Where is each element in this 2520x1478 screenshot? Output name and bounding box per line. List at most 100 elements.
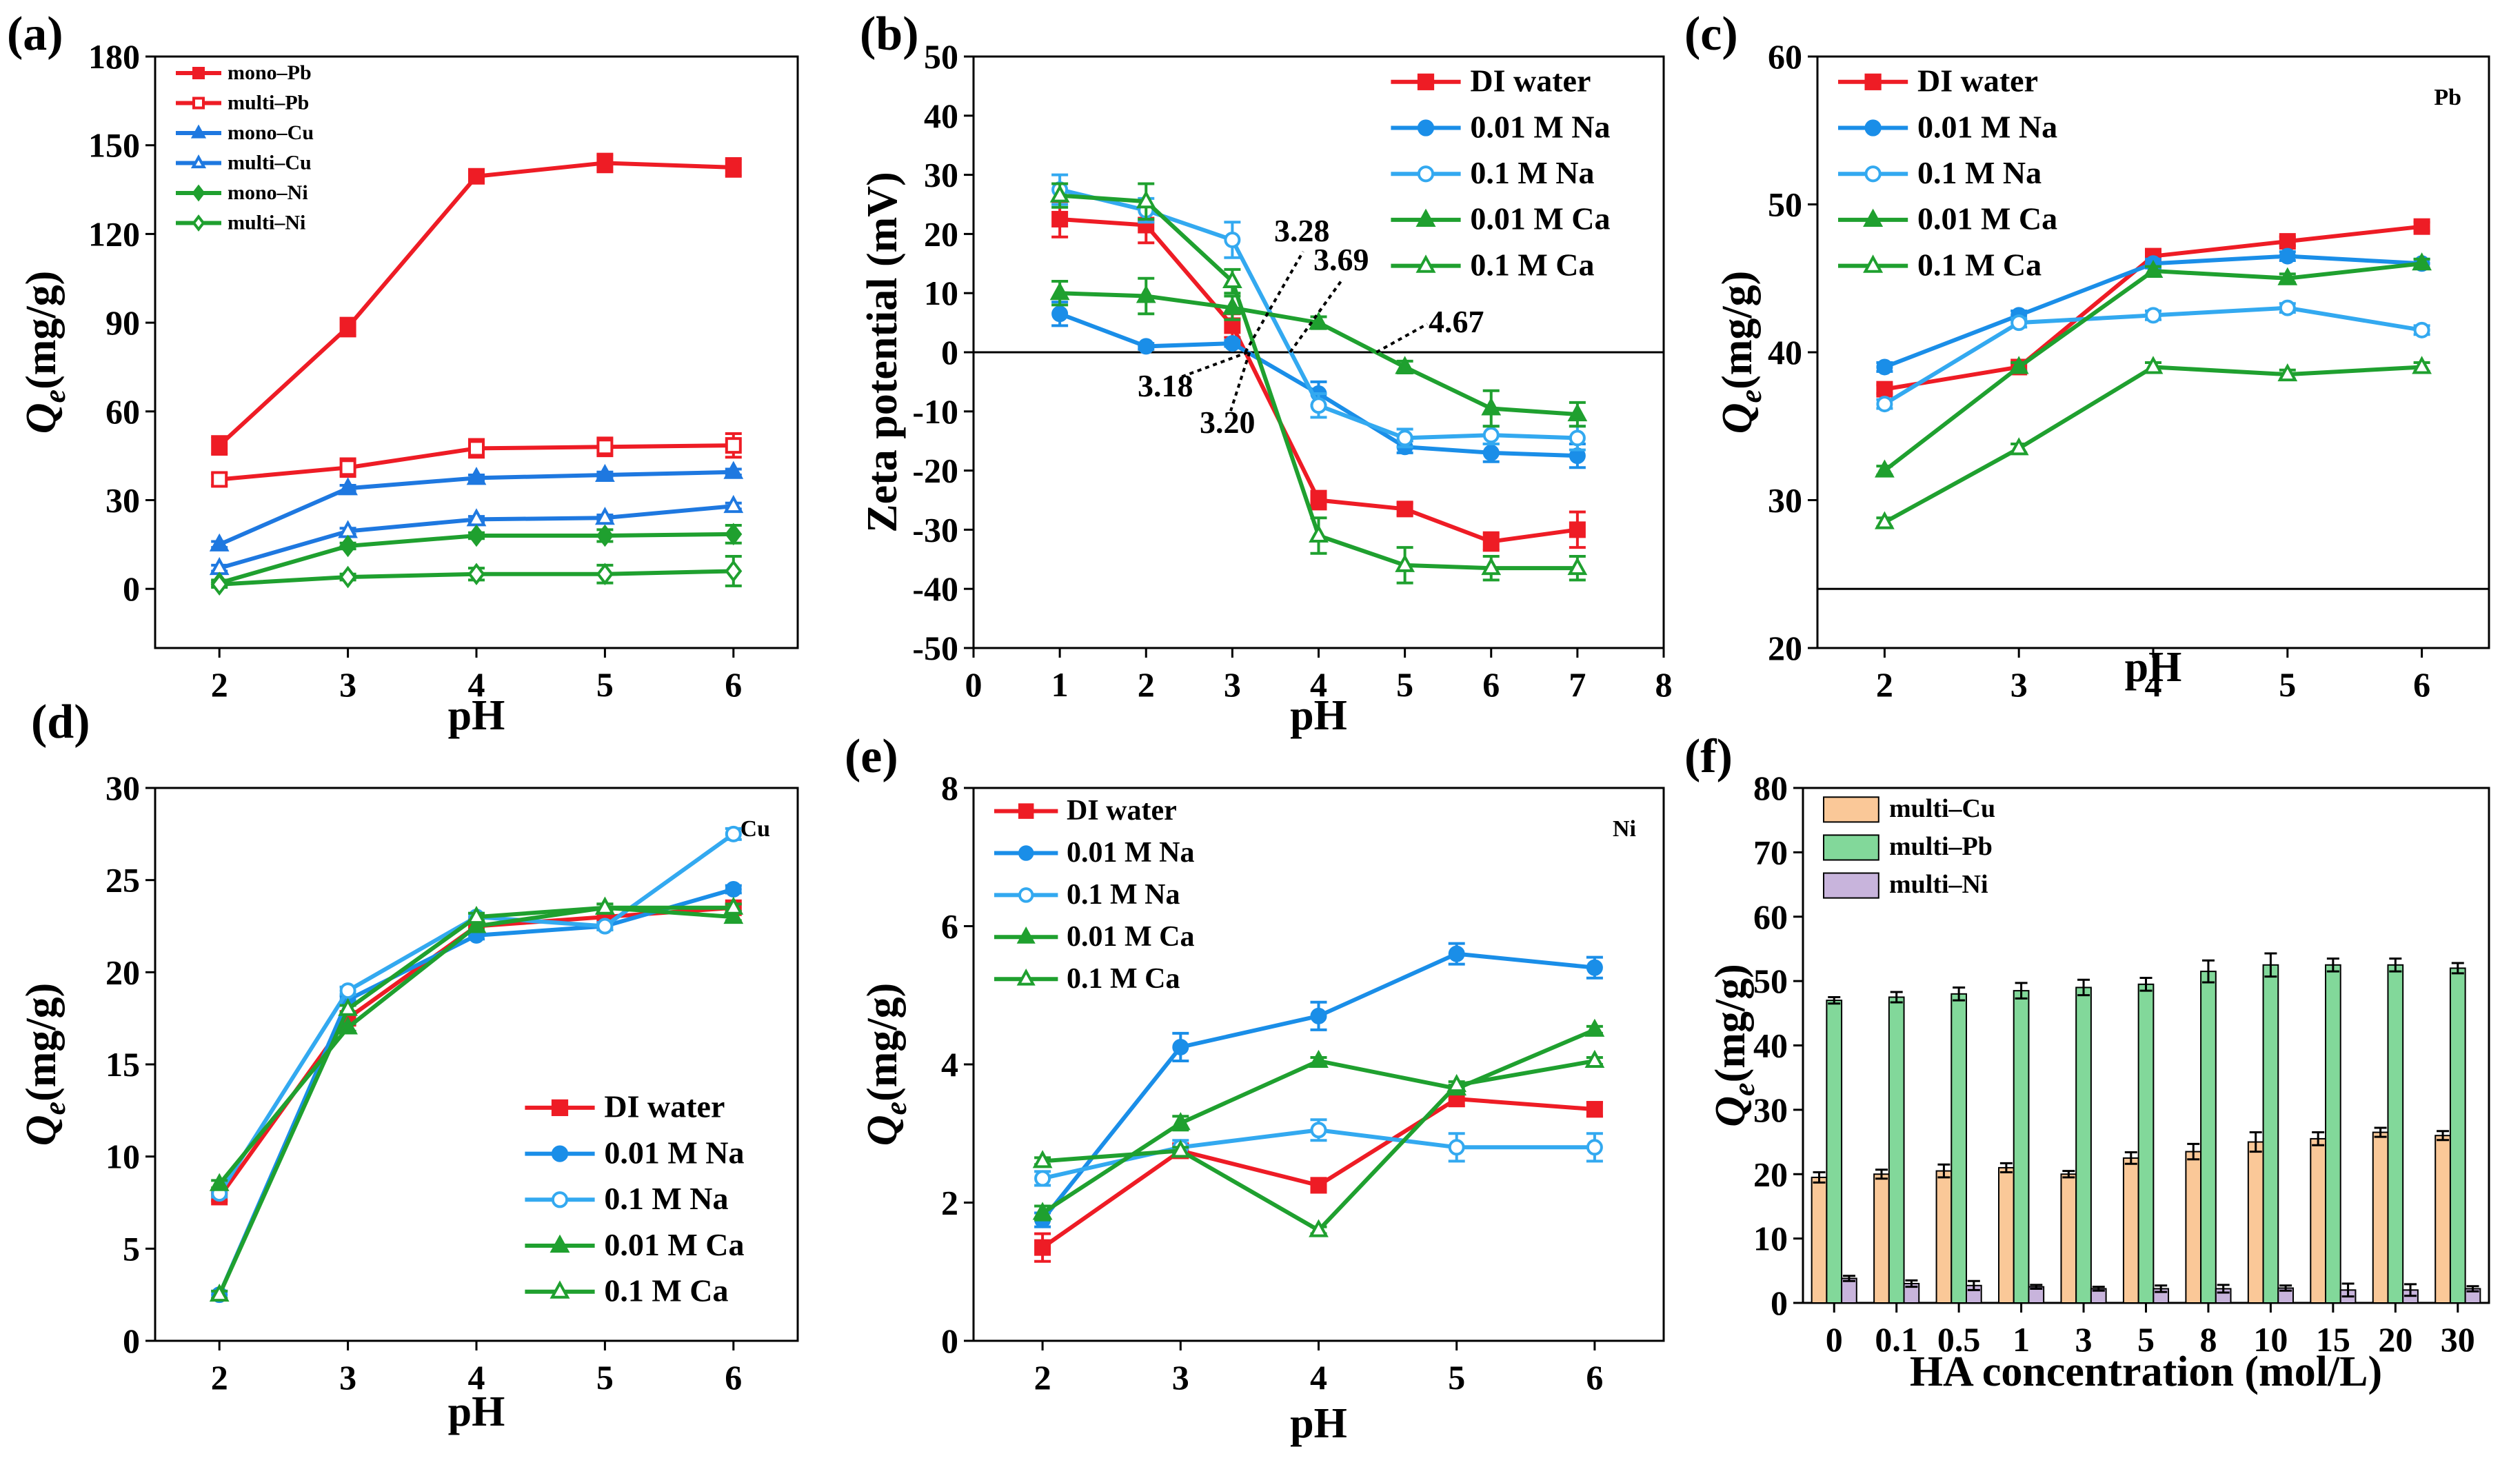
data-point xyxy=(725,825,742,842)
series-b-4 xyxy=(1049,182,1588,585)
y-tick-label-d: 30 xyxy=(105,769,140,807)
y-tick-label-a: 150 xyxy=(88,126,140,165)
legend-e: DI water 0.01 M Na 0.1 M Na 0.01 M Ca 0.1 M … xyxy=(994,795,1194,995)
series-f-2 xyxy=(1841,1275,2481,1304)
y-tick-label-e: 2 xyxy=(941,1184,958,1222)
y-tick-label-e: 6 xyxy=(941,907,958,946)
y-tick-label-e: 8 xyxy=(941,769,958,807)
y-axis-label-d: Qe(mg/g) xyxy=(18,983,72,1146)
annotation-leader xyxy=(1178,351,1249,379)
x-tick-label-d: 6 xyxy=(725,1358,742,1397)
legend-label: DI water xyxy=(604,1089,725,1124)
data-point xyxy=(209,533,230,551)
data-point xyxy=(595,463,615,483)
y-tick-label-d: 0 xyxy=(123,1322,140,1360)
bar xyxy=(2122,1157,2139,1304)
panel-e: (e) 0 2 4 6 8 2 3 4 5 6 pH Qe(mg/g) Ni DI water 0.01 M … xyxy=(845,730,1665,1447)
legend-marker xyxy=(1863,254,1884,273)
panel-label-f: (f) xyxy=(1684,730,1733,783)
y-tick-label-a: 90 xyxy=(105,303,140,342)
data-point xyxy=(1482,427,1500,444)
legend-swatch xyxy=(1823,796,1879,823)
legend-label: multi–Pb xyxy=(228,92,309,114)
legend-marker xyxy=(1864,73,1882,90)
x-axis-label-c: pH xyxy=(2125,644,2182,691)
bar xyxy=(2310,1137,2327,1304)
data-point xyxy=(338,1016,358,1035)
data-point xyxy=(2008,356,2029,374)
data-point xyxy=(2008,437,2029,456)
legend-label: 0.1 M Na xyxy=(1067,879,1180,911)
data-point xyxy=(1876,396,1893,413)
data-point xyxy=(1310,492,1327,509)
series-a-1 xyxy=(211,432,742,488)
y-tick-label-a: 180 xyxy=(88,37,140,76)
panel-label-a: (a) xyxy=(7,8,63,61)
legend-marker xyxy=(550,1280,570,1299)
bar xyxy=(2435,1135,2451,1304)
y-tick-label-b: -10 xyxy=(912,392,958,431)
annotation-label: 4.67 xyxy=(1429,304,1484,339)
x-tick-label-f: 20 xyxy=(2378,1320,2412,1359)
y-tick-label-f: 60 xyxy=(1753,898,1788,936)
x-tick-label-f: 30 xyxy=(2441,1320,2475,1359)
x-tick-label-f: 10 xyxy=(2253,1320,2288,1359)
x-tick-label-b: 0 xyxy=(965,665,982,704)
annotation-leader xyxy=(1244,251,1304,353)
x-tick-label-e: 4 xyxy=(1310,1358,1327,1397)
data-point xyxy=(2413,218,2430,235)
y-tick-label-b: -50 xyxy=(912,629,958,667)
legend-marker xyxy=(190,124,207,139)
legend-label: DI water xyxy=(1917,63,2038,99)
y-tick-label-c: 40 xyxy=(1768,333,1802,372)
annotation-label: 3.20 xyxy=(1200,405,1256,440)
y-axis-label-a: Qe(mg/g) xyxy=(18,271,72,434)
data-point xyxy=(1170,1140,1191,1158)
bar xyxy=(2185,1151,2202,1304)
panel-label-d: (d) xyxy=(31,696,90,749)
legend-d: DI water 0.01 M Na 0.1 M Na 0.01 M Ca 0.1 M … xyxy=(525,1089,745,1308)
data-point xyxy=(339,565,357,589)
series-a-5 xyxy=(210,555,743,596)
data-point xyxy=(1395,554,1415,572)
data-point xyxy=(1051,305,1069,323)
legend-marker xyxy=(550,1234,570,1253)
legend-label: mono–Ni xyxy=(228,181,308,204)
data-point xyxy=(1448,1139,1465,1156)
legend-label: multi–Pb xyxy=(1889,832,1993,861)
y-axis-label-unit: (mg/g) xyxy=(18,983,65,1102)
data-point xyxy=(338,520,358,538)
x-tick-label-f: 1 xyxy=(2013,1320,2030,1359)
series-c-3 xyxy=(1875,252,2432,478)
x-tick-label-b: 3 xyxy=(1224,665,1241,704)
data-point xyxy=(1396,429,1413,447)
data-point xyxy=(211,437,228,454)
data-point xyxy=(1586,959,1603,976)
x-tick-label-c: 2 xyxy=(1876,665,1893,704)
annotation-label: 3.69 xyxy=(1313,242,1369,277)
annotation-leader xyxy=(1375,323,1428,354)
data-point xyxy=(210,573,228,596)
x-tick-label-e: 6 xyxy=(1586,1358,1603,1397)
corner-note-d: Cu xyxy=(740,816,770,842)
y-axis-label-f: Qe(mg/g) xyxy=(1707,964,1761,1126)
legend-marker xyxy=(190,154,207,169)
y-axis-label-unit: (mg/g) xyxy=(859,983,906,1102)
y-tick-label-f: 10 xyxy=(1753,1219,1788,1258)
data-point xyxy=(2277,363,2298,382)
x-tick-label-b: 2 xyxy=(1138,665,1155,704)
legend-c: DI water 0.01 M Na 0.1 M Na 0.01 M Ca 0.1 M … xyxy=(1838,63,2057,282)
y-tick-label-f: 20 xyxy=(1753,1155,1788,1193)
data-point xyxy=(1448,945,1465,962)
y-tick-label-b: 50 xyxy=(924,37,958,76)
data-point xyxy=(1584,1018,1605,1037)
bar xyxy=(1888,996,1905,1304)
bar xyxy=(2262,964,2279,1304)
x-axis-label-e: pH xyxy=(1290,1400,1347,1447)
data-point xyxy=(2412,252,2432,271)
y-tick-label-b: 30 xyxy=(924,156,958,194)
data-point xyxy=(209,1173,230,1191)
data-point xyxy=(595,507,615,525)
legend-marker xyxy=(192,67,205,79)
